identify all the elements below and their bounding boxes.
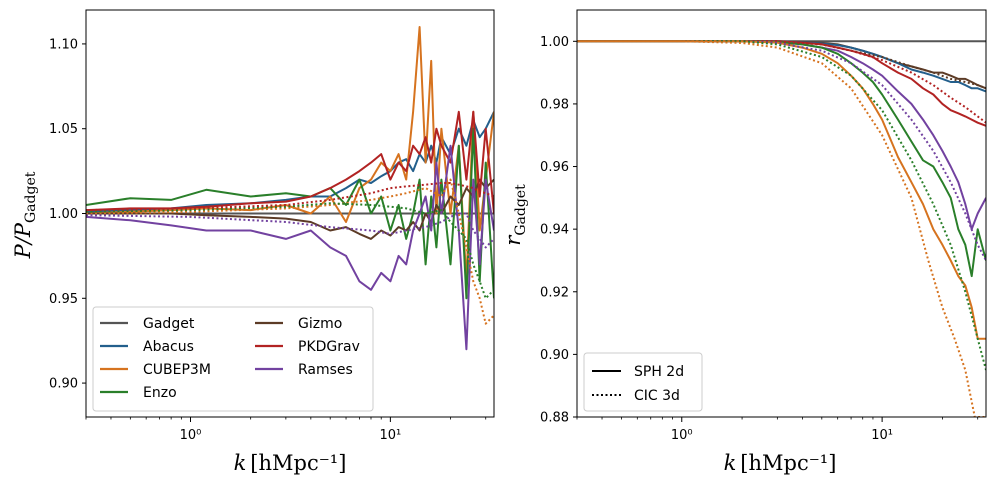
left-y-axis-label: P/PGadget <box>11 171 39 259</box>
legend-label-enzo: Enzo <box>143 385 177 401</box>
right-x-ticks: 10⁰ 10¹ <box>576 417 979 443</box>
right-series-abacus <box>577 40 986 93</box>
right-chart-panel: 0.88 0.90 0.92 0.94 0.96 0.98 1.00 10⁰ 10¹ rGad… <box>501 9 987 475</box>
left-y-tick-label: 1.00 <box>49 207 78 222</box>
left-series-cic-7 <box>86 178 494 325</box>
right-legend: SPH 2d CIC 3d <box>583 352 703 412</box>
left-x-tick-label: 10¹ <box>379 428 401 443</box>
right-y-tick-label: 0.94 <box>540 223 569 238</box>
right-series-cic-10 <box>577 40 986 371</box>
left-y-tick-label: 0.95 <box>49 292 78 307</box>
right-series-cic-9 <box>577 40 986 261</box>
right-y-tick-label: 0.92 <box>540 285 569 300</box>
left-y-tick-label: 1.05 <box>49 122 78 137</box>
right-x-axis-label: k [hMpc⁻¹] <box>724 451 837 475</box>
legend-label-gadget: Gadget <box>143 316 195 332</box>
right-y-tick-label: 1.00 <box>540 35 569 50</box>
right-y-tick-label: 0.88 <box>540 411 569 426</box>
right-series-cubep3m <box>577 40 986 340</box>
left-series-cic-10 <box>86 212 494 249</box>
right-y-ticks: 0.88 0.90 0.92 0.94 0.96 0.98 1.00 <box>540 35 577 426</box>
left-y-tick-label: 0.90 <box>49 377 78 392</box>
right-x-tick-label: 10⁰ <box>671 428 693 443</box>
legend-label-dotted: CIC 3d <box>634 388 680 404</box>
legend-label-ramses: Ramses <box>298 362 353 378</box>
legend-label-pkdgrav: PKDGrav <box>298 339 360 355</box>
left-series-cic-8 <box>86 202 494 300</box>
right-y-tick-label: 0.98 <box>540 97 569 112</box>
right-y-tick-label: 0.90 <box>540 348 569 363</box>
right-y-tick-label: 0.96 <box>540 160 569 175</box>
left-series-pkdgrav <box>86 110 494 214</box>
legend-label-gizmo: Gizmo <box>298 316 342 332</box>
right-series-enzo <box>577 40 986 278</box>
left-chart-panel: 0.90 0.95 1.00 1.05 1.10 10⁰ 10¹ P/PGadget k[… <box>11 9 495 475</box>
left-y-ticks: 0.90 0.95 1.00 1.05 1.10 <box>49 37 86 392</box>
right-series-cic-7 <box>577 40 986 90</box>
right-series-cic-11 <box>577 40 986 417</box>
right-series-pkdgrav <box>577 40 986 127</box>
left-x-axis-label: k [hMpc⁻¹] <box>234 451 347 475</box>
right-series-cic-8 <box>577 40 986 124</box>
left-x-tick-label: 10⁰ <box>180 428 202 443</box>
left-legend-box <box>92 306 374 412</box>
right-plot-frame <box>576 9 987 418</box>
right-series-group <box>577 40 986 417</box>
left-series-enzo <box>86 127 494 300</box>
right-series-gizmo <box>577 40 986 90</box>
legend-label-abacus: Abacus <box>143 339 194 355</box>
legend-label-cubep3m: CUBEP3M <box>143 362 211 378</box>
left-series-gizmo <box>86 178 494 240</box>
left-series-cic-9 <box>86 182 494 212</box>
legend-label-solid: SPH 2d <box>634 364 684 380</box>
right-legend-box <box>583 352 703 412</box>
left-x-ticks: 10⁰ 10¹ <box>85 417 487 443</box>
left-series-group <box>86 26 494 351</box>
right-y-axis-label: rGadget <box>501 184 529 246</box>
left-series-ramses <box>86 144 494 351</box>
right-x-tick-label: 10¹ <box>871 428 893 443</box>
left-y-tick-label: 1.10 <box>49 37 78 52</box>
left-legend: Gadget Gizmo Abacus PKDGrav CUBEP3M Ramses Enz… <box>92 306 374 412</box>
